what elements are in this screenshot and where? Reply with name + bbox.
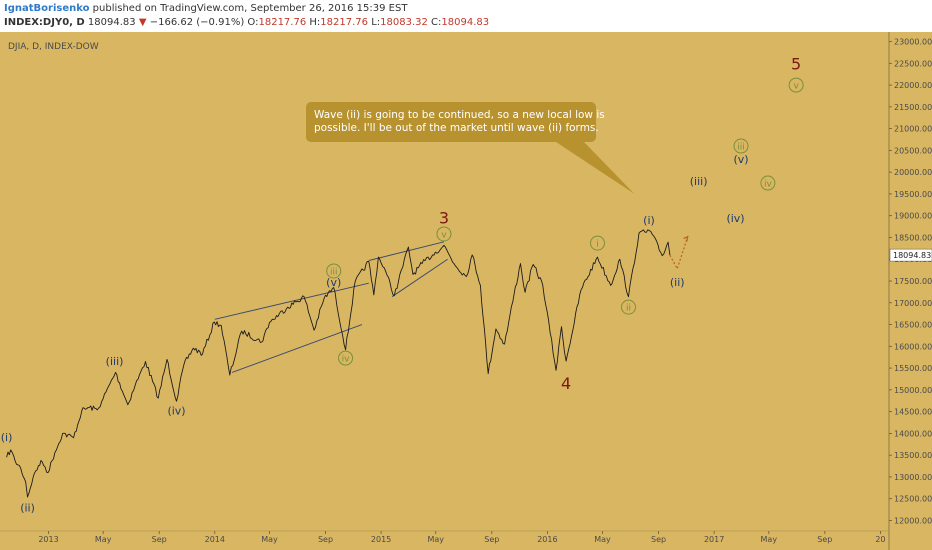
x-tick-label: May bbox=[95, 535, 112, 544]
major-wave-label: 3 bbox=[439, 208, 449, 227]
author-link[interactable]: IgnatBorisenko bbox=[4, 3, 90, 14]
wave-label: (iv) bbox=[167, 405, 185, 418]
major-wave-label: 4 bbox=[561, 374, 571, 393]
wave-label: (i) bbox=[643, 214, 655, 227]
chart-header: IgnatBorisenko published on TradingView.… bbox=[0, 0, 932, 32]
x-tick-label: 2014 bbox=[205, 535, 225, 544]
x-tick-label: May bbox=[427, 535, 444, 544]
y-tick-label: 17000.00 bbox=[894, 299, 932, 308]
x-tick-label: May bbox=[594, 535, 611, 544]
wave-circle-label: iv bbox=[342, 355, 351, 365]
close-value: 18094.83 bbox=[441, 17, 490, 28]
x-tick-label: 2013 bbox=[38, 535, 58, 544]
y-tick-label: 13000.00 bbox=[894, 473, 932, 482]
wave-label: (ii) bbox=[670, 276, 685, 289]
open-value: 18217.76 bbox=[258, 17, 307, 28]
y-tick-label: 15500.00 bbox=[894, 364, 932, 373]
wave-circle-label: ii bbox=[626, 304, 631, 314]
y-tick-label: 13500.00 bbox=[894, 451, 932, 460]
y-tick-label: 14500.00 bbox=[894, 408, 932, 417]
wave-circle bbox=[326, 263, 342, 279]
y-tick-label: 20500.00 bbox=[894, 146, 932, 155]
channel-line bbox=[214, 282, 369, 320]
wave-circle-label: i bbox=[596, 240, 599, 250]
symbol-label: INDEX:DJY0, D bbox=[4, 17, 85, 28]
x-tick-label: 2015 bbox=[371, 535, 391, 544]
wave-circle bbox=[338, 350, 354, 366]
last-price: 18094.83 bbox=[87, 17, 136, 28]
y-tick-label: 15000.00 bbox=[894, 386, 932, 395]
x-tick-label: 2016 bbox=[537, 535, 557, 544]
publish-line: IgnatBorisenko published on TradingView.… bbox=[4, 3, 407, 14]
wave-circle-label: v bbox=[441, 230, 447, 240]
x-tick-label: Sep bbox=[152, 535, 167, 544]
wave-label: (iv) bbox=[726, 212, 744, 225]
wave-label: (v) bbox=[326, 276, 341, 289]
publish-info: published on TradingView.com, September … bbox=[92, 3, 408, 14]
price-change: −166.62 (−0.91%) bbox=[149, 17, 245, 28]
y-tick-label: 16500.00 bbox=[894, 321, 932, 330]
wave-circle bbox=[733, 138, 749, 154]
wave-circle-label: iii bbox=[737, 143, 745, 153]
price-chart[interactable]: DJIA, D, INDEX-DOW 12000.00 12500.00 13000.… bbox=[0, 32, 932, 550]
wave-label: (v) bbox=[733, 153, 748, 166]
wave-label: (iii) bbox=[690, 175, 708, 188]
high-label: H: bbox=[309, 17, 321, 28]
x-tick-label: May bbox=[761, 535, 778, 544]
x-tick-label: Sep bbox=[817, 535, 832, 544]
callout-box bbox=[306, 102, 596, 142]
quote-line: INDEX:DJY0, D 18094.83 ▼ −166.62 (−0.91%… bbox=[4, 17, 489, 28]
projection-arrowhead bbox=[683, 235, 689, 242]
price-line bbox=[6, 229, 671, 498]
x-tick-label: Sep bbox=[484, 535, 499, 544]
wave-circle bbox=[788, 77, 804, 93]
wave-circle bbox=[436, 226, 452, 242]
callout-pointer bbox=[556, 142, 635, 194]
channel-line bbox=[231, 324, 363, 373]
x-tick-label: May bbox=[261, 535, 278, 544]
wave-circle bbox=[589, 235, 605, 251]
y-tick-label: 14000.00 bbox=[894, 429, 932, 438]
major-wave-label: 5 bbox=[791, 54, 801, 73]
y-tick-label: 20000.00 bbox=[894, 168, 932, 177]
y-tick-label: 21500.00 bbox=[894, 103, 932, 112]
projection-path bbox=[669, 236, 689, 271]
x-tick-label: 20 bbox=[875, 535, 885, 544]
y-tick-label: 22500.00 bbox=[894, 59, 932, 68]
wave-circle-label: v bbox=[793, 82, 799, 92]
y-tick-label: 21000.00 bbox=[894, 125, 932, 134]
close-label: C: bbox=[431, 17, 442, 28]
wave-circle-label: iii bbox=[330, 267, 338, 277]
y-tick-label: 16000.00 bbox=[894, 342, 932, 351]
wave-label: (ii) bbox=[20, 501, 35, 514]
low-label: L: bbox=[371, 17, 381, 28]
wave-label: (iii) bbox=[106, 355, 124, 368]
wave-circle bbox=[760, 175, 776, 191]
y-tick-label: 18500.00 bbox=[894, 233, 932, 242]
y-tick-label: 12000.00 bbox=[894, 516, 932, 525]
down-arrow-icon: ▼ bbox=[138, 17, 147, 28]
y-tick-label: 23000.00 bbox=[894, 38, 932, 47]
x-tick-label: Sep bbox=[318, 535, 333, 544]
x-tick-label: Sep bbox=[651, 535, 666, 544]
open-label: O: bbox=[247, 17, 259, 28]
y-tick-label: 12500.00 bbox=[894, 495, 932, 504]
chart-area[interactable]: DJIA, D, INDEX-DOW 12000.00 12500.00 13000.… bbox=[0, 32, 932, 550]
high-value: 18217.76 bbox=[320, 17, 368, 28]
wave-circle bbox=[620, 299, 636, 315]
y-tick-label: 19000.00 bbox=[894, 212, 932, 221]
callout-text: Wave (ii) is going to be continued, so a… bbox=[314, 109, 605, 121]
wave-label: (i) bbox=[1, 431, 13, 444]
wave-circle-label: iv bbox=[764, 180, 773, 190]
last-price-tag bbox=[889, 248, 932, 262]
y-tick-label: 22000.00 bbox=[894, 81, 932, 90]
channel-line bbox=[391, 258, 448, 298]
x-tick-label: 2017 bbox=[704, 535, 724, 544]
low-value: 18083.32 bbox=[380, 17, 428, 28]
callout-text: possible. I'll be out of the market unti… bbox=[314, 122, 599, 134]
last-price-tag-label: 18094.83 bbox=[893, 251, 931, 260]
chart-title: DJIA, D, INDEX-DOW bbox=[8, 42, 99, 52]
y-tick-label: 17500.00 bbox=[894, 277, 932, 286]
y-tick-label: 19500.00 bbox=[894, 190, 932, 199]
